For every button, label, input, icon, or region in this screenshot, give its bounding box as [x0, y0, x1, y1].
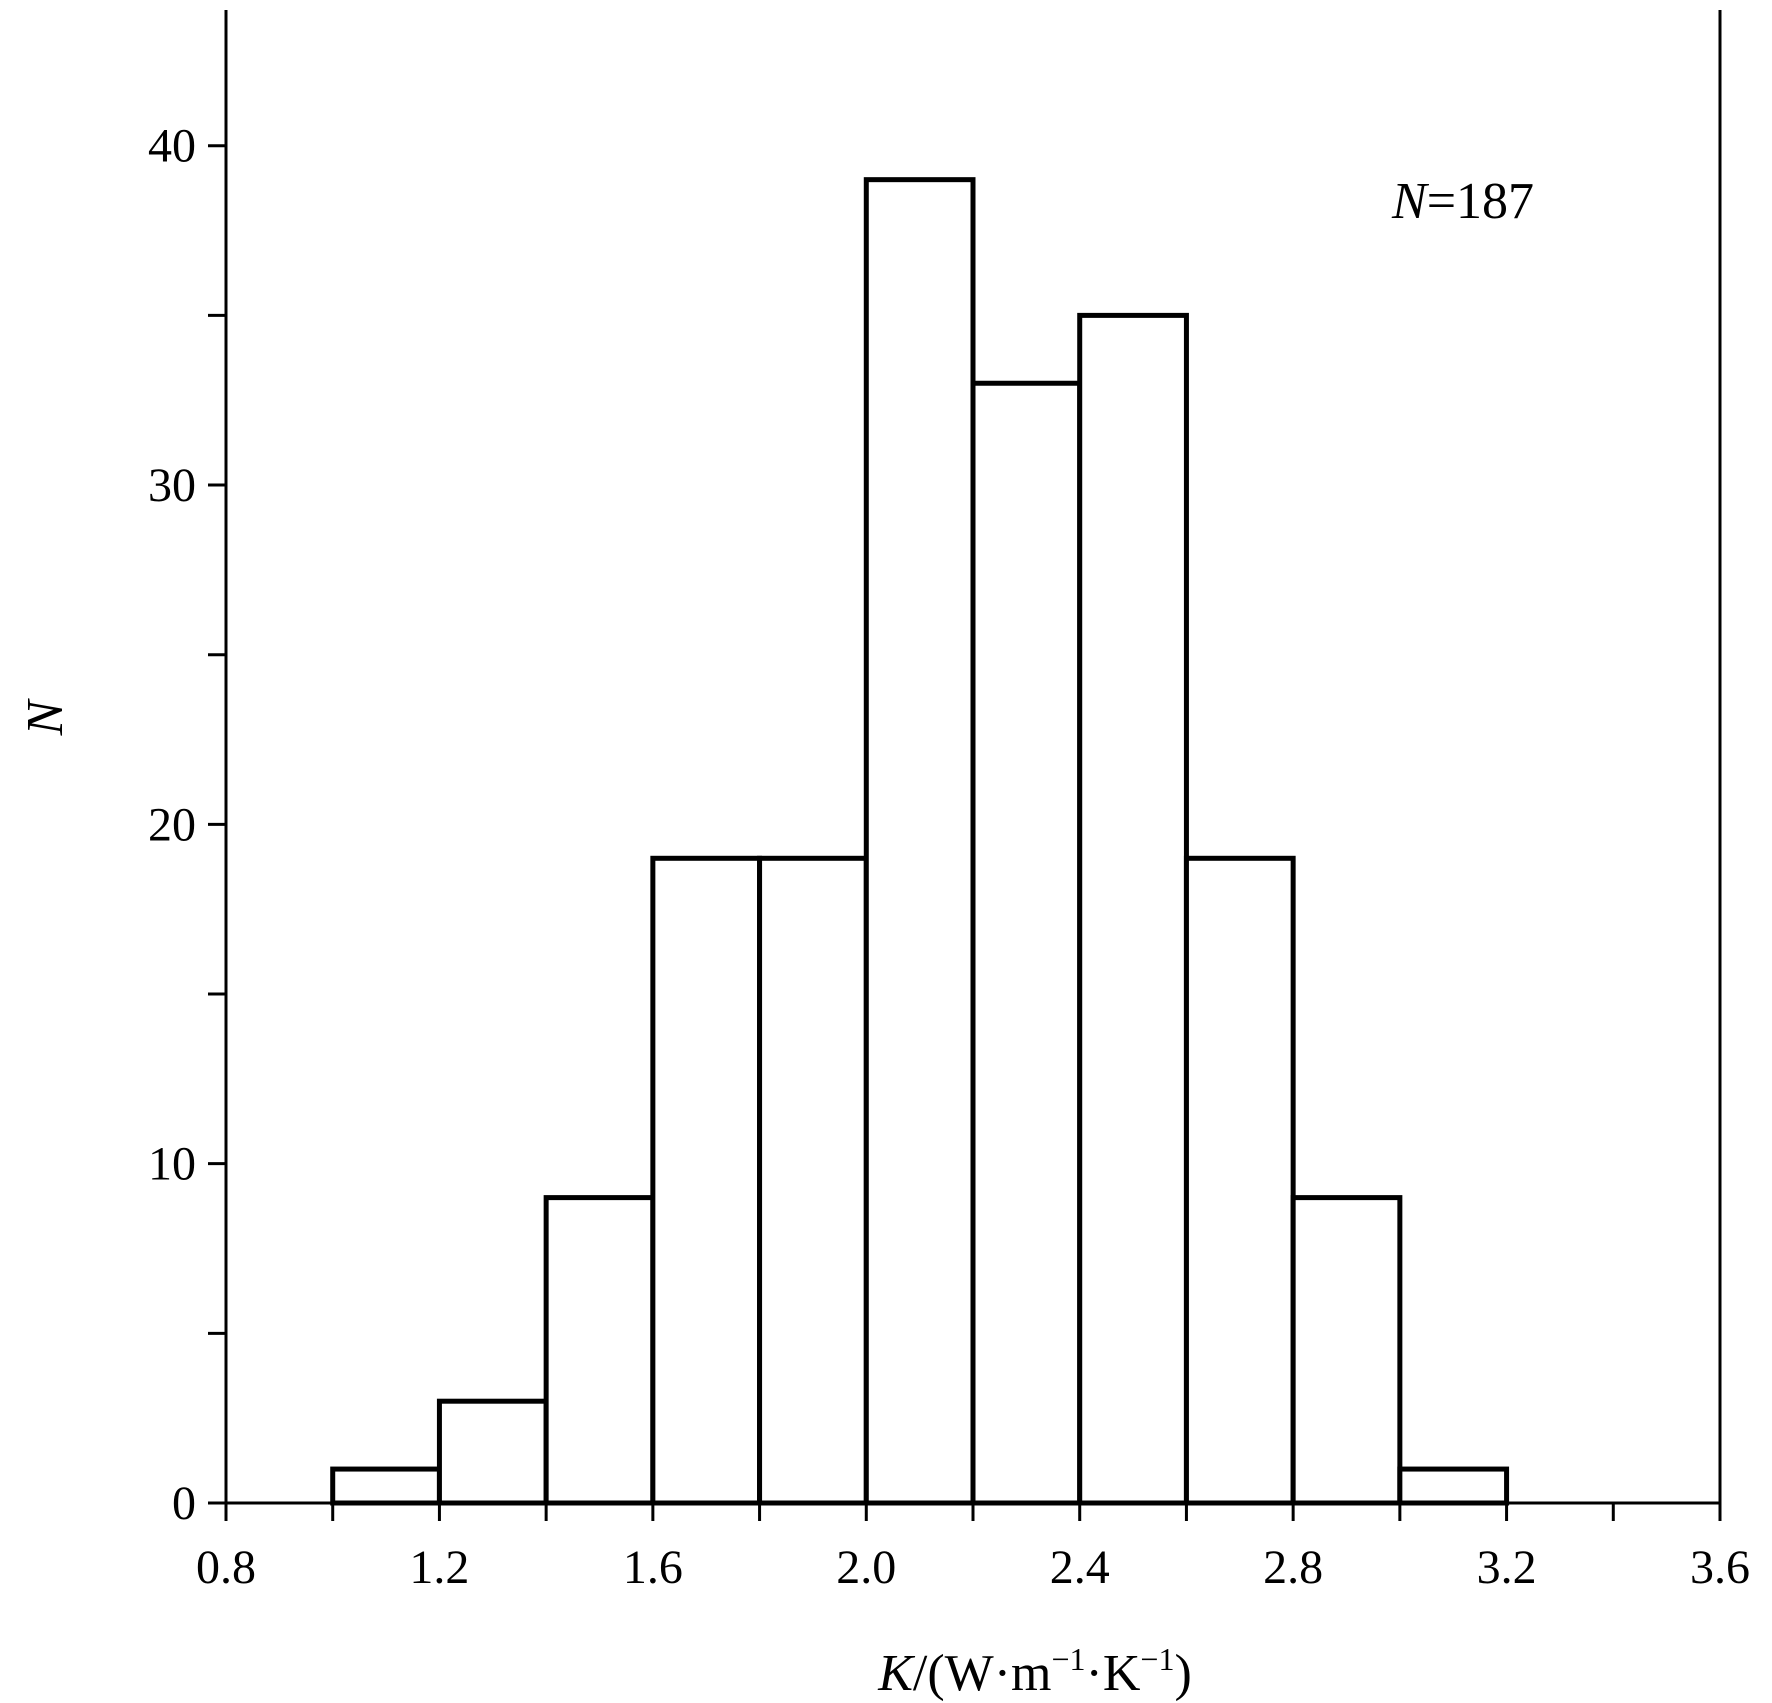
- x-tick-label: 2.8: [1263, 1541, 1323, 1594]
- histogram-bar: [1397, 1466, 1510, 1506]
- sample-count-annotation: N=187: [1391, 173, 1534, 230]
- x-tick-label: 0.8: [196, 1541, 256, 1594]
- x-tick-label: 3.6: [1690, 1541, 1750, 1594]
- histogram-bar: [863, 177, 976, 1506]
- histogram-bar: [757, 855, 869, 1506]
- histogram-bar: [436, 1398, 549, 1506]
- x-axis-title-sup1: −1: [1052, 1641, 1086, 1677]
- x-tick-label: 2.0: [836, 1541, 896, 1594]
- y-tick-label: 30: [148, 459, 196, 512]
- x-axis-title-pre: /(W·m: [913, 1645, 1052, 1702]
- y-axis-tick-labels: 0 10 20 30 40: [148, 120, 196, 1530]
- x-axis-title-post: ): [1174, 1645, 1191, 1702]
- y-axis-title: N: [17, 697, 74, 736]
- y-tick-label: 0: [172, 1477, 196, 1530]
- histogram-bar: [1077, 312, 1189, 1506]
- x-axis-ticks: [224, 1503, 1722, 1521]
- x-tick-label: 2.4: [1050, 1541, 1110, 1594]
- y-tick-label: 10: [148, 1138, 196, 1191]
- x-tick-label: 1.2: [409, 1541, 469, 1594]
- histogram-bar: [543, 1195, 656, 1506]
- x-tick-label: 3.2: [1477, 1541, 1537, 1594]
- x-axis-title-sup2: −1: [1140, 1641, 1174, 1677]
- histogram-bar: [1290, 1195, 1403, 1506]
- y-tick-label: 40: [148, 120, 196, 173]
- histogram-bar: [970, 380, 1083, 1506]
- x-axis-tick-labels: 0.8 1.2 1.6 2.0 2.4 2.8 3.2 3.6: [196, 1541, 1750, 1594]
- histogram-bar: [330, 1466, 442, 1506]
- x-axis-title-mid: ·K: [1086, 1645, 1141, 1702]
- histogram-bars: [330, 177, 1510, 1506]
- histogram-bar: [1183, 855, 1296, 1506]
- y-axis-ticks: [208, 144, 226, 1505]
- y-tick-label: 20: [148, 798, 196, 851]
- histogram-bar: [650, 855, 763, 1506]
- annotation-rest: =187: [1427, 173, 1534, 230]
- annotation-var: N: [1391, 173, 1430, 230]
- x-axis-title-var: K: [877, 1645, 915, 1702]
- x-axis-title: K/(W·m−1·K−1): [877, 1641, 1192, 1702]
- x-tick-label: 1.6: [623, 1541, 683, 1594]
